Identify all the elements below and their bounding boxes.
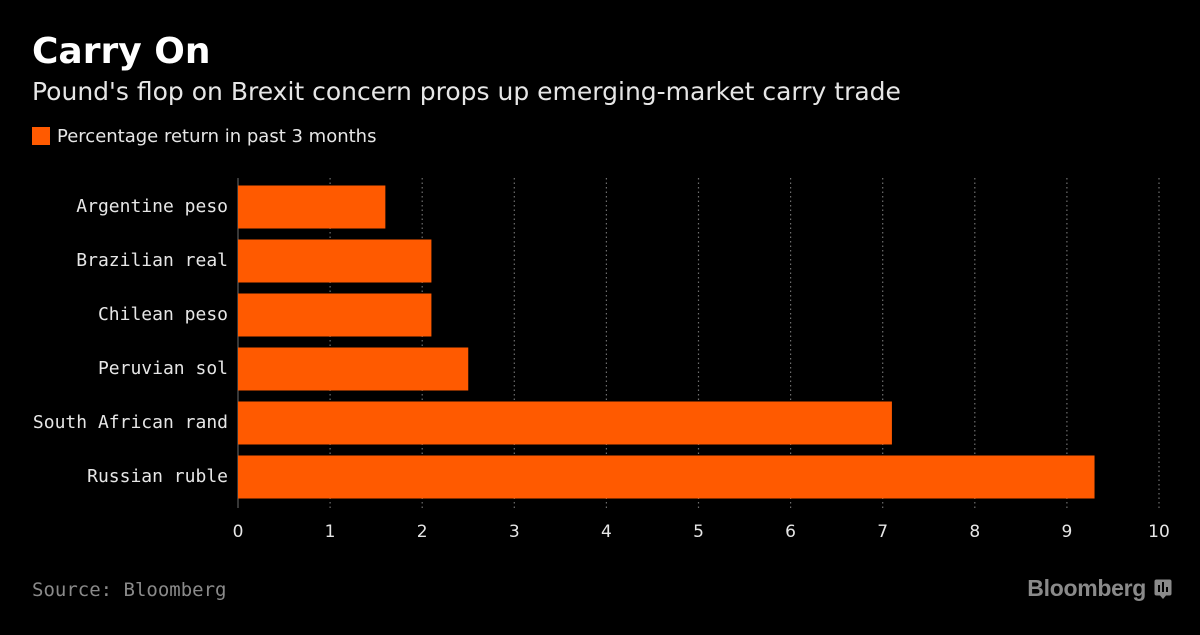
- category-label: Peruvian sol: [98, 358, 228, 379]
- x-tick-label: 3: [509, 522, 520, 542]
- chart-subtitle: Pound's flop on Brexit concern props up …: [32, 77, 901, 106]
- bar: [238, 239, 432, 283]
- x-tick-label: 0: [233, 522, 244, 542]
- x-tick-label: 9: [1061, 522, 1072, 542]
- source-note: Source: Bloomberg: [32, 579, 227, 601]
- brand-wordmark: Bloomberg: [1027, 575, 1146, 601]
- chart-title: Carry On: [32, 31, 211, 72]
- brand-logo: Bloomberg: [1027, 575, 1172, 602]
- bar: [238, 401, 892, 445]
- category-label: Russian ruble: [87, 466, 228, 487]
- x-tick-label: 6: [785, 522, 796, 542]
- x-tick-label: 5: [693, 522, 704, 542]
- bar: [238, 347, 469, 391]
- x-tick-label: 8: [969, 522, 980, 542]
- bar-chart: Argentine peso Brazilian real Chilean peso…: [33, 178, 1170, 542]
- x-tick-label: 1: [325, 522, 336, 542]
- bar: [238, 455, 1095, 499]
- x-tick-label: 10: [1148, 522, 1170, 542]
- category-label: South African rand: [33, 412, 228, 433]
- x-tick-label: 2: [417, 522, 428, 542]
- legend-swatch: [32, 127, 50, 145]
- legend-label: Percentage return in past 3 months: [57, 125, 377, 147]
- bloomberg-terminal-icon: [1154, 579, 1172, 599]
- legend: Percentage return in past 3 months: [32, 123, 376, 149]
- category-label: Brazilian real: [76, 250, 228, 271]
- x-tick-label: 7: [877, 522, 888, 542]
- x-tick-label: 4: [601, 522, 612, 542]
- category-label: Chilean peso: [98, 304, 228, 325]
- bar: [238, 293, 432, 337]
- bar: [238, 185, 386, 229]
- category-label: Argentine peso: [76, 196, 228, 217]
